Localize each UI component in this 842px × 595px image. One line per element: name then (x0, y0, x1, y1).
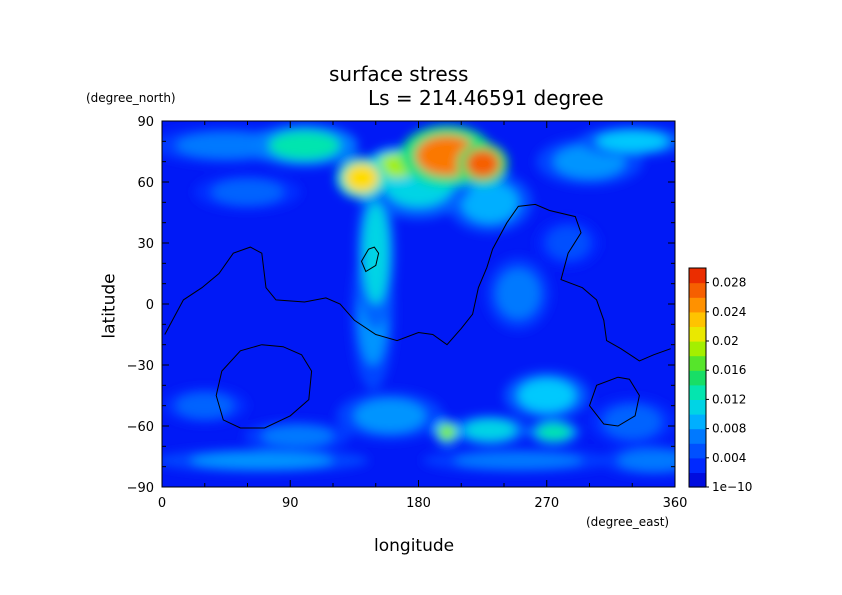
y-axis-unit: (degree_north) (86, 91, 176, 105)
field-blob (261, 426, 333, 447)
colorbar-label: 0.012 (712, 392, 746, 406)
colorbar-segment (689, 268, 706, 284)
x-axis-label: longitude (374, 536, 455, 556)
colorbar-segment (689, 370, 706, 386)
field-blob (190, 452, 333, 469)
colorbar-segment (689, 341, 706, 357)
field-blob (362, 202, 389, 304)
colorbar-label: 0.024 (712, 305, 746, 319)
colorbar-segment (689, 297, 706, 313)
colorbar-segment (689, 282, 706, 298)
y-tick-label: 60 (137, 176, 154, 191)
colorbar-label: 0.008 (712, 422, 746, 436)
contour-line (588, 376, 640, 427)
field-blob (354, 399, 426, 433)
field-blob (603, 405, 661, 439)
colorbar-segment (689, 443, 706, 459)
x-tick-label: 0 (158, 496, 166, 511)
colorbar-segment (689, 399, 706, 415)
chart-subtitle: Ls = 214.46591 degree (368, 86, 604, 110)
colorbar-label: 0.016 (712, 363, 746, 377)
colorbar-label: 0.004 (712, 451, 746, 465)
colorbar-segment (689, 472, 706, 488)
field-blob (596, 131, 668, 152)
colorbar-segment (689, 428, 706, 444)
field-blob (618, 450, 675, 471)
field-blob (344, 163, 379, 193)
y-tick-label: 90 (137, 115, 154, 130)
heatmap-field (162, 121, 675, 487)
field-blob (496, 269, 540, 319)
field-blob (465, 149, 500, 178)
colorbar-segment (689, 355, 706, 371)
colorbar: 0.028 0.024 0.02 0.016 0.012 0.008 0.004 1e−10 (688, 267, 752, 494)
colorbar-label: 1e−10 (712, 480, 752, 494)
y-tick-label: −30 (127, 359, 154, 374)
field-blob (546, 226, 590, 260)
field-blob (176, 393, 234, 418)
field-blob (176, 133, 276, 158)
x-axis-unit: (degree_east) (586, 515, 670, 529)
colorbar-label: 0.028 (712, 276, 746, 290)
colorbar-segment (689, 457, 706, 473)
contour-line (164, 203, 671, 362)
field-blob (438, 423, 456, 441)
axes: 0 90 180 270 360 90 60 30 0 −30 −60 −90 (127, 115, 688, 511)
x-tick-label: 90 (282, 496, 299, 511)
colorbar-frame (688, 267, 707, 488)
field-blob (518, 379, 576, 412)
y-tick-label: 0 (146, 298, 154, 313)
colorbar-segment (689, 326, 706, 342)
field-blob (536, 423, 571, 441)
field-blob (464, 419, 516, 441)
x-tick-label: 270 (534, 496, 559, 511)
y-tick-label: 30 (137, 237, 154, 252)
y-tick-label: −90 (127, 481, 154, 496)
field-blob (211, 179, 284, 205)
colorbar-segment (689, 414, 706, 430)
coastline-contours (164, 203, 671, 429)
field-blob (454, 452, 583, 469)
chart-title: surface stress (329, 62, 469, 86)
x-tick-label: 180 (406, 496, 431, 511)
contour-line (360, 246, 380, 273)
field-blob (268, 131, 341, 160)
y-tick-label: −60 (127, 420, 154, 435)
colorbar-segment (689, 311, 706, 327)
contour-line (215, 344, 313, 429)
colorbar-segment (689, 384, 706, 400)
colorbar-label: 0.02 (712, 334, 739, 348)
x-tick-label: 360 (663, 496, 688, 511)
field-blob (461, 182, 519, 223)
